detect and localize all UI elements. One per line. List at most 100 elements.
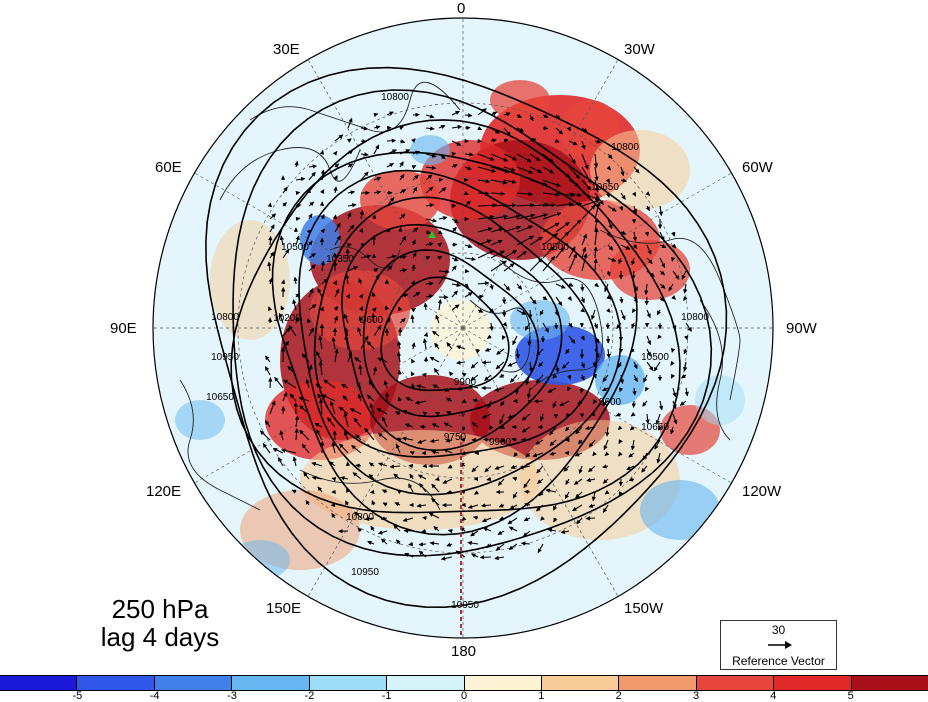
wind-vector <box>503 214 521 220</box>
wind-vector <box>347 149 354 155</box>
wind-vector <box>417 474 427 480</box>
wind-vector <box>554 322 559 330</box>
wind-vector <box>386 265 393 272</box>
coastline <box>699 299 731 441</box>
wind-vector <box>499 373 505 378</box>
wind-vector <box>408 483 414 493</box>
wind-vector <box>468 384 479 389</box>
wind-vector <box>482 527 492 532</box>
wind-vector <box>632 231 638 242</box>
wind-vector <box>306 229 312 235</box>
wind-vector <box>399 268 408 273</box>
contour-label: 10650 <box>206 392 234 403</box>
wind-vector <box>386 227 391 233</box>
wind-vector <box>672 322 677 330</box>
wind-vector <box>656 309 662 316</box>
anomaly-blob <box>175 400 225 440</box>
wind-vector <box>577 439 583 445</box>
wind-vector <box>331 336 336 350</box>
wind-vector <box>470 374 479 381</box>
wind-vector <box>344 334 349 350</box>
wind-vector <box>386 317 391 324</box>
wind-vector <box>477 239 492 246</box>
colorbar-segment <box>0 676 78 690</box>
wind-vector <box>477 126 483 131</box>
wind-vector <box>331 441 336 454</box>
wind-vector <box>345 248 350 259</box>
wind-vector <box>653 361 661 372</box>
wind-vector <box>656 452 661 464</box>
wind-vector <box>274 376 284 389</box>
wind-vector <box>490 203 508 208</box>
wind-vector <box>317 288 323 298</box>
wind-vector <box>411 307 416 313</box>
wind-vector <box>380 538 388 545</box>
wind-vector <box>594 227 599 246</box>
wind-vector <box>630 439 636 451</box>
wind-vector <box>604 283 609 293</box>
meridian-line <box>462 59 619 329</box>
wind-vector <box>606 231 611 238</box>
wind-vector <box>581 179 592 191</box>
wind-vector <box>345 293 351 299</box>
wind-vector <box>555 283 566 289</box>
wind-vector <box>494 465 505 470</box>
wind-vector <box>368 462 375 467</box>
wind-vector <box>481 360 492 365</box>
wind-vector <box>472 515 479 520</box>
wind-vector <box>490 250 505 259</box>
wind-vector <box>563 465 570 472</box>
reference-vector-box: 30 Reference Vector <box>720 620 837 670</box>
wind-vector <box>552 373 558 379</box>
wind-vector <box>471 465 479 473</box>
wind-vector <box>573 478 583 486</box>
colorbar-tick-label: -5 <box>72 690 83 702</box>
wind-vector <box>294 415 300 428</box>
wind-vector <box>594 166 599 182</box>
wind-vector <box>343 430 349 441</box>
wind-vector <box>360 335 369 350</box>
wind-vector <box>630 257 636 266</box>
wind-vector <box>447 528 453 534</box>
contour-label: 10800 <box>346 512 374 523</box>
wind-vector <box>477 108 487 116</box>
wind-vector <box>395 411 401 416</box>
wind-vector <box>308 201 315 207</box>
wind-vector <box>555 221 570 233</box>
wind-vector <box>568 219 582 233</box>
wind-vector <box>438 124 446 130</box>
wind-vector <box>347 190 356 195</box>
wind-vector <box>412 227 419 233</box>
wind-vector <box>410 383 416 389</box>
wind-vector <box>386 125 392 131</box>
wind-vector <box>631 191 637 197</box>
wind-vector <box>347 203 357 208</box>
wind-vector <box>425 230 432 235</box>
wind-vector <box>451 265 457 272</box>
wind-vector <box>332 280 338 286</box>
wind-vector <box>477 308 484 313</box>
wind-vector <box>421 528 427 534</box>
wind-vector <box>451 110 460 116</box>
coastline <box>499 259 603 391</box>
wind-vector <box>502 309 507 318</box>
lon-label-180: 180 <box>451 643 477 660</box>
wind-vector <box>425 281 434 286</box>
wind-vector <box>386 197 395 207</box>
contour-label: 10500 <box>541 242 569 253</box>
wind-vector <box>425 255 431 261</box>
wind-vector <box>646 270 655 277</box>
wind-vector <box>368 473 375 480</box>
wind-vector <box>602 504 609 513</box>
wind-vector <box>618 387 624 393</box>
wind-vector <box>532 452 544 458</box>
wind-vector <box>559 400 570 407</box>
wind-vector <box>464 283 469 288</box>
wind-vector <box>606 192 611 198</box>
wind-vector <box>568 202 583 207</box>
wind-vector <box>429 356 440 363</box>
wind-vector <box>490 260 507 272</box>
lon-label-150w: 150W <box>624 600 664 617</box>
contour-labels: 10800 10800 10800 10800 10950 10950 10950 10650… <box>206 92 709 611</box>
wind-vector <box>358 364 363 376</box>
